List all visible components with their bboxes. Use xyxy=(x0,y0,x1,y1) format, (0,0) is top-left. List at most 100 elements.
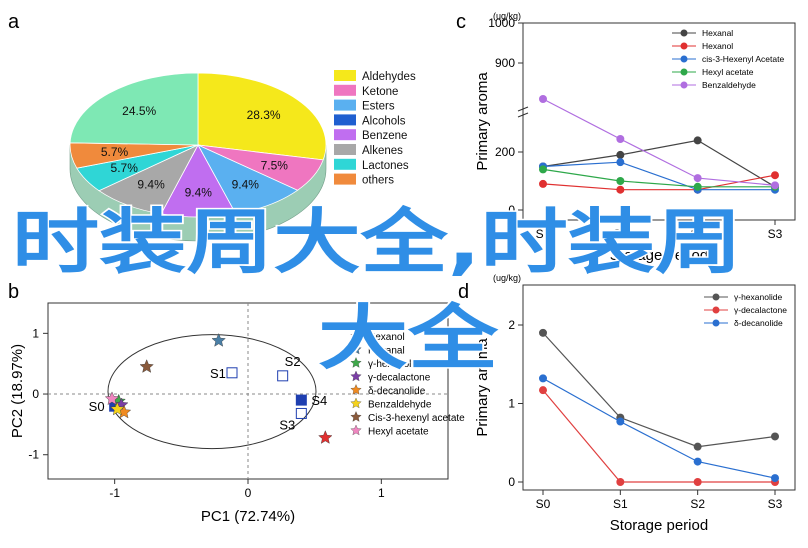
legend-label: δ-decanolide xyxy=(734,318,783,328)
legend-marker xyxy=(680,29,688,37)
legend-label: Hexanol xyxy=(702,41,733,51)
sample-label-s4: S4 xyxy=(311,393,327,408)
plot-frame xyxy=(522,284,796,491)
loading-marker-benzaldehyde xyxy=(110,401,125,416)
series-point--decanolide xyxy=(771,474,779,483)
series-line-cis-3-hexenyl-acetate xyxy=(542,161,775,191)
loading-marker-hexyl-acetate xyxy=(104,391,120,406)
series-point-benzaldehyde xyxy=(771,181,779,190)
legend-label: cis-3-Hexenyl Acetate xyxy=(702,54,784,64)
legend-swatch-lactones xyxy=(334,158,356,170)
series-point-hexanol xyxy=(616,185,625,194)
sample-marker-s4 xyxy=(295,394,307,406)
legend-label-alcohols: Alcohols xyxy=(362,115,406,127)
legend-label-alkenes: Alkenes xyxy=(362,145,403,157)
y-tick-label: 1 xyxy=(508,397,515,411)
legend-swatch-benzene xyxy=(334,129,356,141)
series-point-hexanol xyxy=(771,171,779,180)
unit-label: (ug/kg) xyxy=(493,11,521,21)
x-tick-label: S0 xyxy=(536,497,551,511)
legend-label-aldehydes: Aldehydes xyxy=(362,71,416,83)
legend-label: Benzaldehyde xyxy=(702,80,756,90)
series-point-hexyl-acetate xyxy=(693,182,702,191)
series-line-hexyl-acetate xyxy=(542,168,775,188)
sample-marker-s3 xyxy=(295,407,307,419)
x-tick-label: S3 xyxy=(768,227,783,241)
y-tick-label: 1000 xyxy=(488,16,515,30)
sample-label-s1: S1 xyxy=(210,366,226,381)
legend-swatch-ketone xyxy=(334,84,356,96)
pie-slice-label: 9.4% xyxy=(185,186,213,200)
series-line-hexanal xyxy=(542,139,776,188)
legend-marker xyxy=(680,68,688,76)
series-point-benzaldehyde xyxy=(616,135,625,143)
panel-a-pie-chart: 28.3%7.5%9.4%9.4%9.4%5.7%5.7%24.5%Aldehy… xyxy=(69,70,416,242)
legend-marker xyxy=(350,370,362,382)
pie-slice-label: 9.4% xyxy=(137,178,165,192)
x-axis-label: Storage period xyxy=(610,517,708,534)
panel-c-line-chart: S0 S1 S2 S3 1000 900 200 0 Storage period Primary… xyxy=(474,11,796,264)
series-point--decanolide xyxy=(539,374,547,383)
series-line-benzaldehyde xyxy=(542,98,776,186)
series-point--decanolide xyxy=(693,457,702,466)
panel-c-label: c xyxy=(456,11,466,33)
pie-slice-aldehydes xyxy=(197,72,327,161)
legend-label: Cis-3-hexenyl acetate xyxy=(368,413,465,424)
y-tick-label: 200 xyxy=(495,145,515,159)
x-tick-label: 1 xyxy=(378,486,385,500)
series-point--hexanolide xyxy=(539,328,547,337)
loading-marker-hexanal xyxy=(211,333,226,347)
legend-marker xyxy=(350,343,362,355)
legend-label-lactones: Lactones xyxy=(362,160,409,172)
series-line--hexanolide xyxy=(542,332,776,448)
sample-label-s0: S0 xyxy=(89,399,105,414)
panel-d-label: d xyxy=(458,281,469,303)
series-point--decalactone xyxy=(539,386,547,395)
y-tick-label: 0 xyxy=(32,387,39,401)
legend-marker xyxy=(350,397,362,409)
pie-slice-benzene xyxy=(160,144,237,218)
x-tick-label: -1 xyxy=(109,486,120,500)
watermark-line-1: 时装周大全,时装周 xyxy=(12,201,742,283)
legend-marker xyxy=(680,81,688,89)
series-line--decalactone xyxy=(542,389,775,483)
pie-slice-label: 5.7% xyxy=(101,145,129,159)
sample-label-s3: S3 xyxy=(279,417,295,432)
x-axis-label: Storage period xyxy=(610,247,708,264)
series-point--hexanolide xyxy=(771,432,779,441)
legend-swatch-alkenes xyxy=(334,144,356,155)
legend-marker xyxy=(712,319,720,327)
panel-b-pca-plot: -1 0 1 1 0 -1 PC1 (72.74%) PC2 (18.97%) S0 S1 S2 S3… xyxy=(9,302,465,525)
y-tick-label: -1 xyxy=(28,448,39,462)
pie-slice-label: 5.7% xyxy=(111,161,139,175)
series-line-hexanol xyxy=(542,174,776,191)
y-axis-label: PC2 (18.97%) xyxy=(9,344,26,438)
legend-label: Hexyl acetate xyxy=(702,67,754,77)
legend-label: Benzaldehyde xyxy=(368,400,432,411)
pie-slice-unlabeled xyxy=(69,72,199,146)
legend-marker xyxy=(350,384,362,395)
legend-marker xyxy=(350,357,362,368)
y-axis-label: Primary aroma xyxy=(474,72,491,171)
legend-marker xyxy=(712,293,720,301)
x-tick-label: S1 xyxy=(613,497,628,511)
panel-b-label: b xyxy=(8,281,19,303)
loading-marker-hexanol xyxy=(318,430,333,444)
legend-marker xyxy=(712,306,720,314)
pie-slice-label: 7.5% xyxy=(261,159,289,173)
panel-a-label: a xyxy=(8,11,20,33)
series-point--decalactone xyxy=(693,478,702,486)
legend-marker xyxy=(680,42,688,50)
series-point-cis-3-hexenyl-acetate xyxy=(616,158,625,167)
legend-label: γ-hexanolide xyxy=(734,292,782,302)
series-point-hexyl-acetate xyxy=(616,177,625,185)
series-point-benzaldehyde xyxy=(539,95,547,103)
legend-label: γ-decalactone xyxy=(734,305,787,315)
x-axis-label: PC1 (72.74%) xyxy=(201,508,295,525)
series-point-hexanol xyxy=(539,179,547,188)
pie-slice-esters xyxy=(197,144,299,215)
legend-label-ketone: Ketone xyxy=(362,86,398,98)
legend-marker xyxy=(680,55,688,63)
x-tick-label: S3 xyxy=(768,497,783,511)
